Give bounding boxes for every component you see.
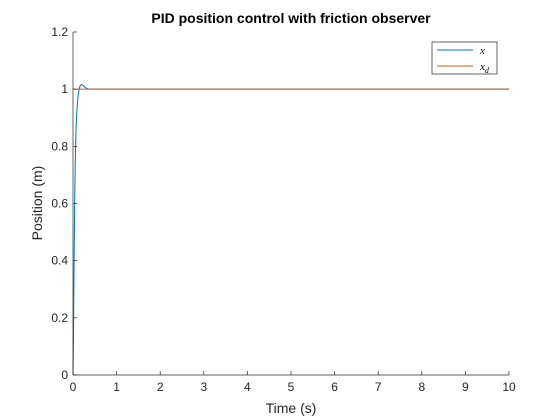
chart-title: PID position control with friction obser…: [151, 10, 431, 26]
legend-entry-x-d: xd: [479, 61, 490, 75]
y-tick-label: 0: [61, 368, 68, 382]
x-tick-label: 0: [70, 380, 77, 394]
legend-box: [431, 41, 498, 75]
x-tick-label: 4: [244, 380, 251, 394]
y-axis-label: Position (m): [29, 166, 45, 241]
plot-background: [73, 32, 509, 375]
y-tick-label: 0.6: [51, 197, 68, 211]
y-tick-label: 0.2: [51, 311, 68, 325]
y-tick-label: 0.8: [51, 139, 68, 153]
x-axis-label: Time (s): [266, 400, 317, 416]
legend: x xd: [431, 41, 498, 75]
x-tick-label: 2: [157, 380, 164, 394]
x-tick-label: 6: [331, 380, 338, 394]
legend-entry-x-d-base: x: [479, 61, 485, 73]
y-tick-label: 0.4: [51, 254, 68, 268]
x-tick-label: 5: [288, 380, 295, 394]
legend-entry-x: x: [479, 45, 485, 57]
x-tick-label: 9: [462, 380, 469, 394]
legend-entry-x-base: x: [479, 45, 485, 57]
x-tick-label: 10: [502, 380, 516, 394]
x-tick-label: 1: [113, 380, 120, 394]
x-tick-label: 7: [375, 380, 382, 394]
y-tick-label: 1.2: [51, 25, 68, 39]
x-tick-label: 8: [418, 380, 425, 394]
x-tick-label: 3: [200, 380, 207, 394]
legend-entry-x-d-subscript: d: [485, 66, 490, 75]
axes-layer: 0 1 2 3 4 5 6 7 8 9 10 0 0.2 0.4 0.6 0.8 1 1.2: [51, 25, 516, 394]
y-tick-label: 1: [61, 82, 68, 96]
series-layer: [72, 84, 509, 376]
